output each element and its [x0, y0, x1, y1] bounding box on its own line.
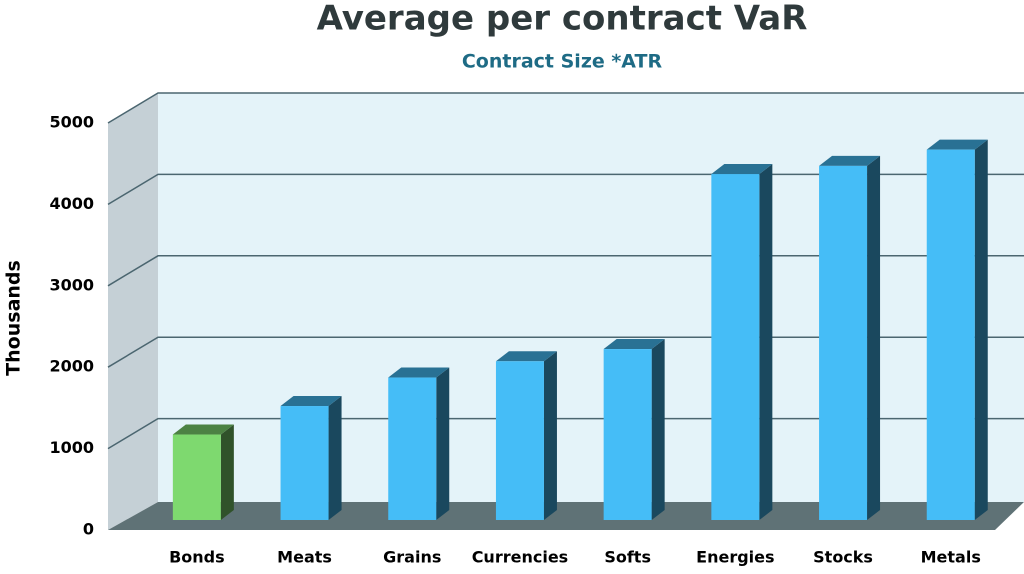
- bar-front: [603, 349, 652, 520]
- bar: [603, 339, 665, 520]
- y-axis-label: Thousands: [3, 260, 25, 376]
- y-tick-label: 1000: [49, 438, 94, 457]
- x-tick-label: Stocks: [813, 548, 873, 567]
- bar-front: [711, 174, 760, 521]
- left-wall: [108, 93, 158, 530]
- y-tick-label: 0: [83, 520, 94, 539]
- bar: [926, 139, 988, 520]
- bar-top: [819, 155, 881, 166]
- bar-front: [495, 361, 544, 520]
- y-tick-label: 3000: [49, 275, 94, 294]
- bar-top: [388, 367, 450, 378]
- x-tick-label: Grains: [383, 548, 441, 567]
- bar-top: [603, 339, 665, 350]
- bar-side: [436, 367, 450, 520]
- bar-front: [388, 377, 437, 520]
- bar-side: [328, 396, 342, 520]
- bar-side: [867, 155, 881, 520]
- bar-side: [974, 139, 988, 520]
- x-tick-label: Energies: [696, 548, 774, 567]
- bar-side: [759, 164, 773, 521]
- back-wall: [158, 93, 1024, 502]
- bar: [280, 396, 342, 520]
- bar-top: [172, 424, 234, 435]
- bar: [388, 367, 450, 520]
- bar-side: [651, 339, 665, 520]
- x-tick-label: Meats: [277, 548, 332, 567]
- bar: [172, 424, 234, 520]
- bar-front: [819, 165, 868, 520]
- chart-subtitle: Contract Size *ATR: [462, 51, 663, 73]
- bar: [711, 164, 773, 521]
- bar-top: [926, 139, 988, 150]
- floor: [108, 502, 1024, 530]
- bar-top: [280, 396, 342, 407]
- x-tick-label: Bonds: [169, 548, 225, 567]
- x-tick-label: Currencies: [472, 548, 569, 567]
- x-tick-label: Softs: [604, 548, 651, 567]
- bar: [495, 351, 557, 520]
- bar-side: [543, 351, 557, 520]
- y-tick-label: 4000: [49, 194, 94, 213]
- x-tick-label: Metals: [921, 548, 981, 567]
- chart-title: Average per contract VaR: [317, 0, 808, 39]
- bar-top: [711, 164, 773, 175]
- bar: [819, 155, 881, 520]
- bar-side: [220, 424, 234, 520]
- y-tick-label: 5000: [49, 113, 94, 132]
- grid-line: [107, 92, 1024, 124]
- bar-front: [926, 149, 975, 520]
- bar-top: [495, 351, 557, 362]
- bar-front: [172, 434, 221, 520]
- y-tick-label: 2000: [49, 357, 94, 376]
- bar-front: [280, 406, 329, 520]
